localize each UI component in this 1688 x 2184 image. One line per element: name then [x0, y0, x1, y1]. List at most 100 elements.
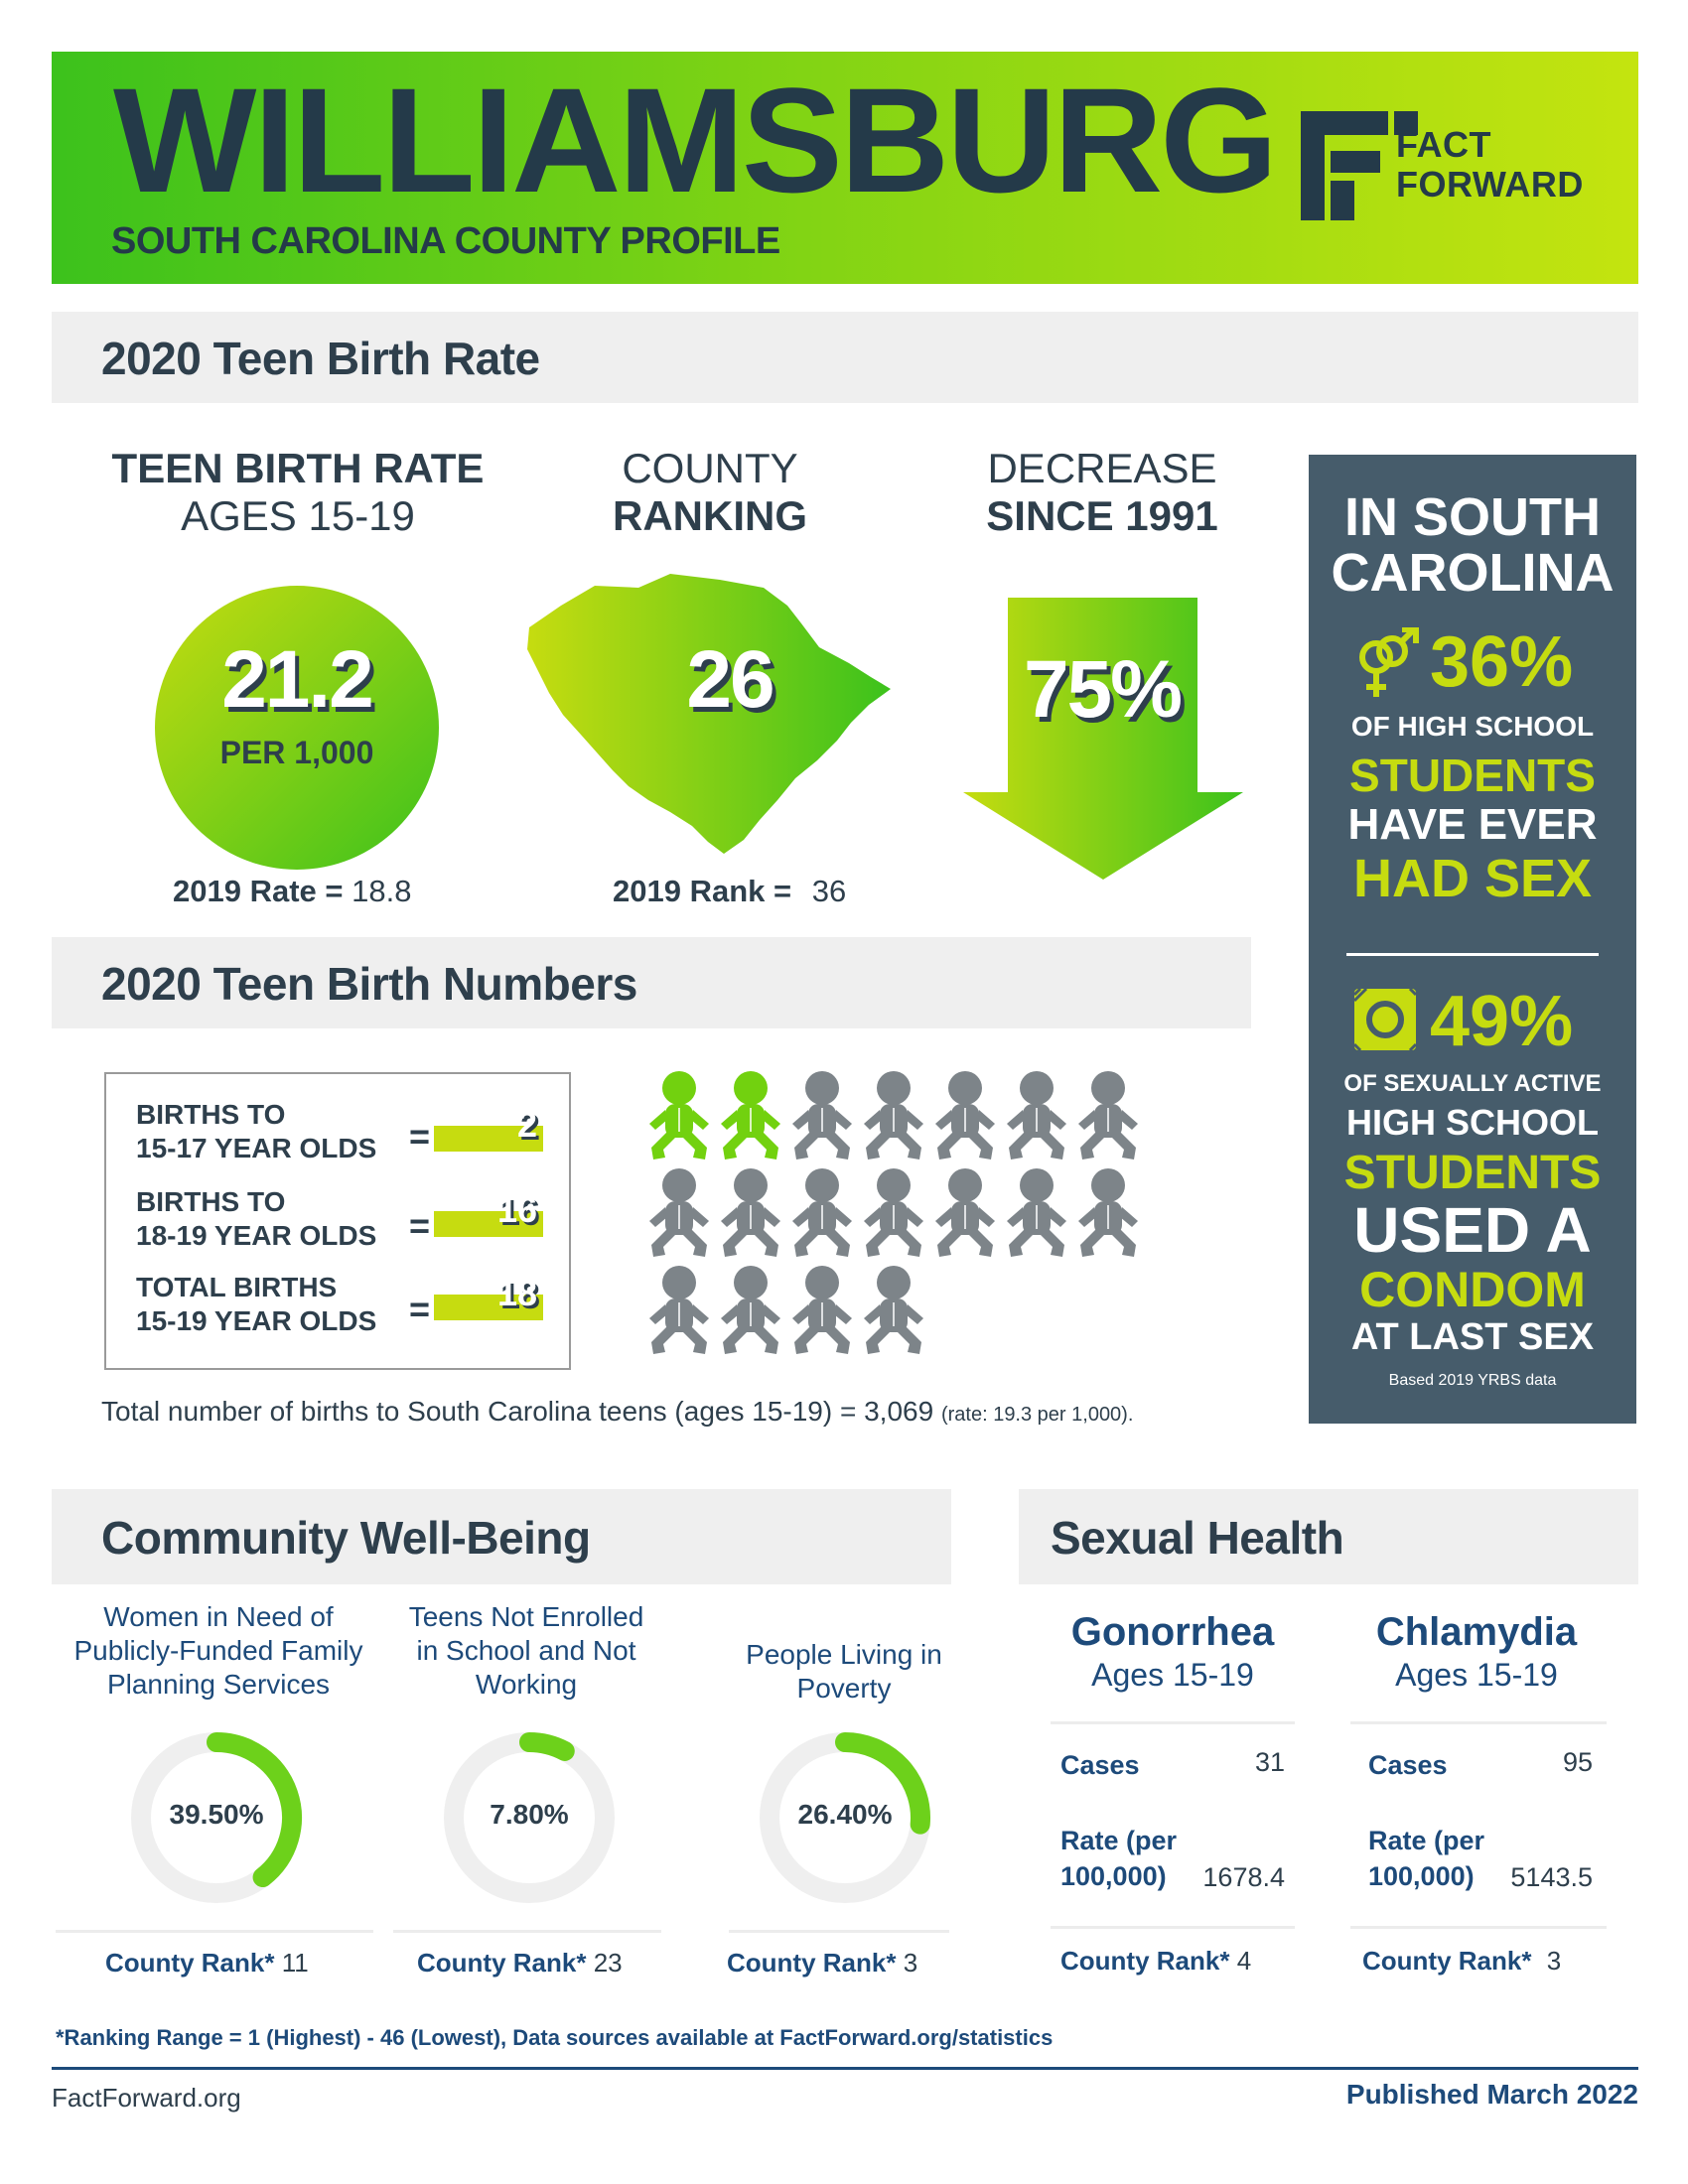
baby-icon — [792, 1266, 852, 1354]
divider — [56, 1930, 373, 1933]
sc-stat2-line1: OF SEXUALLY ACTIVE — [1343, 1070, 1602, 1097]
births-row1-label1: BIRTHS TO — [136, 1099, 286, 1130]
ranking-heading-line2: RANKING — [613, 492, 807, 539]
baby-icon — [792, 1168, 852, 1257]
logo-text-line2: FORWARD — [1396, 164, 1584, 205]
births-row1-label2: 15-17 YEAR OLDS — [136, 1133, 377, 1163]
rate-heading-line2: AGES 15-19 — [181, 492, 415, 539]
community-item2-donut — [444, 1732, 615, 1903]
footer-rule — [52, 2067, 1638, 2070]
community-item2-head1: Teens Not Enrolled — [408, 1601, 644, 1632]
chlamydia-rank: County Rank* 3 — [1362, 1946, 1561, 1977]
births-row2-bar — [434, 1211, 543, 1237]
divider — [1051, 1926, 1295, 1929]
births-row-label: TOTAL BIRTHS 15-19 YEAR OLDS — [136, 1271, 376, 1338]
ranking-heading: COUNTY RANKING — [511, 445, 909, 540]
births-row2-value: 16 — [496, 1189, 537, 1230]
ranking-prior-label: 2019 Rank = — [613, 874, 792, 908]
chlamydia-rank-value: 3 — [1546, 1946, 1562, 1976]
ranking-prior: 2019 Rank = 36 — [613, 874, 846, 909]
teen-birth-numbers-title: 2020 Teen Birth Numbers — [101, 958, 637, 1010]
decrease-heading-line2: SINCE 1991 — [986, 492, 1218, 539]
community-item2-rank: County Rank* 23 — [417, 1948, 623, 1979]
south-carolina-map-icon — [527, 574, 891, 854]
births-row3-bar — [434, 1295, 543, 1320]
sc-stat2-line2: HIGH SCHOOL — [1345, 1102, 1599, 1143]
teen-birth-rate-title: 2020 Teen Birth Rate — [101, 333, 540, 384]
sc-stat1-value: 36% — [1430, 622, 1574, 702]
rate-heading-line1: TEEN BIRTH RATE — [111, 445, 485, 491]
gonorrhea-cases-value: 31 — [1254, 1747, 1285, 1777]
footer-site-link[interactable]: FactForward.org — [52, 2083, 241, 2113]
sc-stat2-line5: CONDOM — [1359, 1262, 1586, 1317]
chlamydia-rate-label: Rate (per 100,000) — [1368, 1823, 1484, 1894]
sc-panel-line2: CAROLINA — [1331, 543, 1615, 603]
down-arrow-icon — [963, 598, 1243, 880]
chlamydia-heading: Chlamydia Ages 15-19 — [1352, 1610, 1601, 1694]
baby-icon — [1078, 1168, 1138, 1257]
baby-icon — [864, 1266, 923, 1354]
community-item3-donut — [760, 1732, 930, 1903]
gonorrhea-rate-label2: 100,000) — [1060, 1861, 1167, 1891]
baby-icon — [864, 1168, 923, 1257]
baby-icon — [792, 1071, 852, 1160]
ranking-value: 26 — [686, 634, 774, 725]
fact-forward-logo: FACT FORWARD — [1301, 111, 1609, 230]
community-item3-rank-label: County Rank* — [727, 1948, 897, 1978]
community-item1-head2: Publicly-Funded Family — [73, 1635, 363, 1666]
logo-text-line1: FACT — [1396, 124, 1491, 165]
sc-panel-source: Based 2019 YRBS data — [1388, 1372, 1557, 1389]
gonorrhea-heading: Gonorrhea Ages 15-19 — [1049, 1610, 1297, 1694]
gonorrhea-cases-label: Cases — [1060, 1750, 1140, 1780]
gonorrhea-rate-value: 1678.4 — [1202, 1862, 1285, 1892]
community-item2-head3: Working — [475, 1669, 578, 1700]
births-row3-value: 18 — [496, 1273, 537, 1313]
sexual-health-title: Sexual Health — [1051, 1512, 1344, 1564]
rate-value: 21.2 — [221, 634, 374, 725]
chlamydia-rate-label2: 100,000) — [1368, 1861, 1475, 1891]
divider — [1350, 1926, 1607, 1929]
rate-circle — [155, 586, 439, 870]
baby-icon — [721, 1266, 780, 1354]
births-row2-label2: 18-19 YEAR OLDS — [136, 1220, 377, 1251]
divider — [1350, 1721, 1607, 1724]
chlamydia-rate-label1: Rate (per — [1368, 1826, 1485, 1855]
baby-icon — [935, 1071, 995, 1160]
gonorrhea-ages: Ages 15-19 — [1091, 1657, 1254, 1693]
sc-panel-divider — [1346, 953, 1599, 956]
community-item3-heading: People Living in Poverty — [695, 1638, 993, 1706]
county-subtitle: SOUTH CAROLINA COUNTY PROFILE — [111, 220, 780, 262]
baby-icon — [1007, 1071, 1066, 1160]
sc-stat1-line3: HAVE EVER — [1347, 800, 1598, 849]
rate-prior: 2019 Rate = 18.8 — [173, 874, 411, 909]
births-row2-label1: BIRTHS TO — [136, 1186, 286, 1217]
baby-icon — [1078, 1071, 1138, 1160]
gender-symbols-icon — [1359, 627, 1419, 697]
divider — [1051, 1721, 1295, 1724]
community-item2-head2: in School and Not — [416, 1635, 636, 1666]
baby-icon — [649, 1168, 709, 1257]
births-row1-value: 2 — [516, 1104, 537, 1145]
baby-icon — [721, 1168, 780, 1257]
gonorrhea-rank: County Rank* 4 — [1060, 1946, 1251, 1977]
rate-prior-label: 2019 Rate = — [173, 874, 344, 908]
baby-icon — [649, 1266, 709, 1354]
sc-stat2-line3: STUDENTS — [1343, 1147, 1602, 1199]
donut-arc — [519, 1732, 575, 1761]
footer-published: Published March 2022 — [1345, 2079, 1638, 2110]
births-note: Total number of births to South Carolina… — [101, 1396, 1133, 1428]
community-item2-heading: Teens Not Enrolled in School and Not Wor… — [377, 1600, 675, 1702]
gonorrhea-rank-value: 4 — [1236, 1946, 1252, 1976]
teen-birth-rate-bar: 2020 Teen Birth Rate — [52, 312, 1638, 403]
community-item3-head1: People Living in — [746, 1639, 942, 1670]
baby-icons-grid — [649, 1071, 1138, 1354]
donut-arc — [835, 1732, 930, 1835]
sc-stat2-line4: USED A — [1353, 1194, 1592, 1266]
south-carolina-panel: IN SOUTH CAROLINA 36% OF HIGH SCHOOL STU… — [1309, 455, 1636, 1424]
community-bar: Community Well-Being — [52, 1489, 951, 1584]
decrease-heading-line1: DECREASE — [987, 445, 1217, 491]
baby-icon — [649, 1071, 709, 1160]
ranking-heading-line1: COUNTY — [622, 445, 798, 491]
teen-birth-numbers-bar: 2020 Teen Birth Numbers — [52, 937, 1251, 1028]
community-item1-rank-value: 11 — [281, 1948, 309, 1978]
